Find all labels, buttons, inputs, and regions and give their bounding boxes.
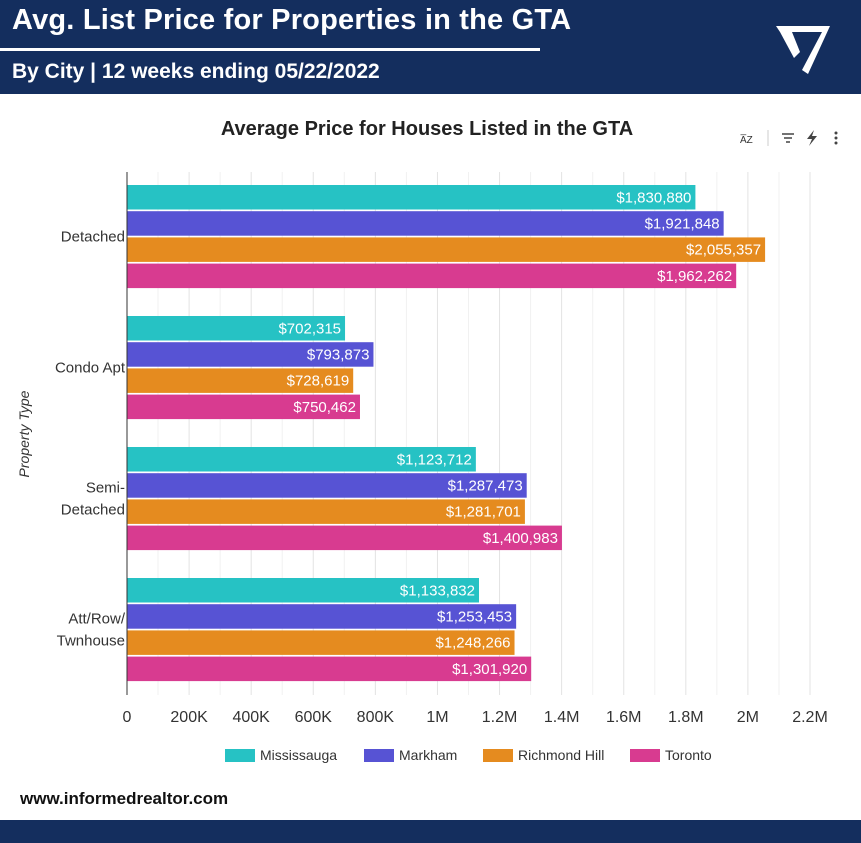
header-banner: Avg. List Price for Properties in the GT… — [0, 0, 861, 94]
bar-value-label: $2,055,357 — [686, 242, 761, 259]
bar-markham[interactable] — [127, 473, 527, 498]
x-tick-label: 2.2M — [792, 709, 828, 726]
x-tick-label: 0 — [123, 709, 132, 726]
x-tick-label: 800K — [357, 709, 395, 726]
bar-toronto[interactable] — [127, 394, 360, 420]
bar-labels: $1,830,880 $702,315 $1,123,712 $1,133,832 $1… — [278, 189, 761, 678]
footer-band — [0, 820, 861, 843]
legend-label[interactable]: Toronto — [665, 747, 712, 763]
bar-value-label: $702,315 — [278, 320, 341, 337]
x-tick-label: 400K — [232, 709, 270, 726]
x-tick-label: 600K — [295, 709, 333, 726]
category-label: Att/Row/ — [68, 611, 126, 628]
legend-label[interactable]: Mississauga — [260, 747, 337, 763]
bar-richmond-hill[interactable] — [127, 237, 766, 262]
bar-value-label: $1,287,473 — [448, 477, 523, 494]
bar-mississauga[interactable] — [127, 316, 346, 341]
legend-swatch[interactable] — [630, 749, 660, 762]
bar-value-label: $728,619 — [287, 373, 350, 390]
x-tick-label: 1.8M — [668, 709, 704, 726]
lightning-icon[interactable] — [807, 130, 817, 146]
bar-value-label: $1,123,712 — [397, 451, 472, 468]
x-tick-label: 1.2M — [482, 709, 518, 726]
bar-toronto[interactable] — [127, 525, 562, 551]
footer-url[interactable]: www.informedrealtor.com — [20, 789, 229, 808]
bar-value-label: $750,462 — [293, 399, 356, 416]
sort-az-icon[interactable]: A̅Z — [740, 134, 753, 146]
category-label: Semi- — [86, 480, 125, 497]
bar-value-label: $1,253,453 — [437, 608, 512, 625]
category-label: Twnhouse — [57, 633, 125, 650]
bar-value-label: $1,962,262 — [657, 268, 732, 285]
bar-richmond-hill[interactable] — [127, 499, 525, 524]
category-label: Detached — [61, 502, 125, 519]
page-subtitle: By City | 12 weeks ending 05/22/2022 — [12, 60, 380, 83]
filter-icon[interactable] — [782, 133, 794, 143]
bar-markham[interactable] — [127, 342, 374, 367]
legend-swatch[interactable] — [483, 749, 513, 762]
x-tick-label: 1.6M — [606, 709, 642, 726]
bar-richmond-hill[interactable] — [127, 368, 354, 393]
bar-value-label: $1,400,983 — [483, 530, 558, 547]
x-tick-label: 2M — [737, 709, 759, 726]
bar-value-label: $1,133,832 — [400, 582, 475, 599]
bar-value-label: $1,281,701 — [446, 504, 521, 521]
legend-swatch[interactable] — [364, 749, 394, 762]
bar-richmond-hill[interactable] — [127, 630, 515, 655]
bar-markham[interactable] — [127, 211, 724, 236]
page-title: Avg. List Price for Properties in the GT… — [12, 4, 572, 36]
bar-mississauga[interactable] — [127, 447, 476, 472]
more-vert-icon[interactable] — [834, 131, 838, 145]
bar-markham[interactable] — [127, 604, 517, 629]
x-tick-label: 1M — [426, 709, 448, 726]
bar-value-label: $793,873 — [307, 346, 370, 363]
category-label: Condo Apt — [55, 360, 126, 377]
checkmark-v-logo-icon — [776, 26, 830, 74]
legend-swatch[interactable] — [225, 749, 255, 762]
legend-label[interactable]: Markham — [399, 747, 457, 763]
legend-label[interactable]: Richmond Hill — [518, 747, 604, 763]
bar-mississauga[interactable] — [127, 185, 696, 210]
bar-value-label: $1,248,266 — [435, 635, 510, 652]
chart-title: Average Price for Houses Listed in the G… — [220, 118, 634, 140]
bars — [127, 185, 766, 682]
bar-toronto[interactable] — [127, 263, 737, 289]
x-tick-label: 200K — [170, 709, 208, 726]
bar-toronto[interactable] — [127, 656, 532, 682]
bar-value-label: $1,921,848 — [645, 215, 720, 232]
chart-toolbar: A̅Z — [740, 130, 838, 146]
y-axis-title: Property Type — [16, 390, 32, 477]
axes: 0 200K 400K 600K 800K 1M 1.2M 1.4M 1.6M 1.8M 2M 2.2… — [55, 172, 828, 726]
sort-az-glyph: A̅Z — [740, 134, 753, 146]
legend: Mississauga Markham Richmond Hill Toronto — [225, 747, 712, 763]
bar-value-label: $1,830,880 — [616, 189, 691, 206]
bar-value-label: $1,301,920 — [452, 661, 527, 678]
category-label: Detached — [61, 229, 125, 246]
x-tick-label: 1.4M — [544, 709, 580, 726]
bar-mississauga[interactable] — [127, 578, 480, 603]
title-underline — [0, 48, 540, 51]
